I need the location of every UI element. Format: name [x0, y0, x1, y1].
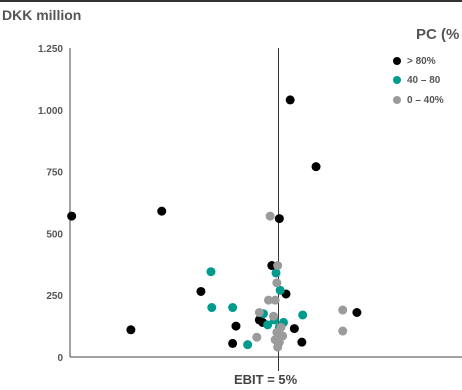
- data-point-series-0: [352, 308, 362, 318]
- data-point-series-1: [206, 267, 216, 277]
- data-point-series-2: [338, 305, 348, 315]
- data-point-series-0: [285, 95, 295, 105]
- data-point-series-0: [157, 206, 167, 216]
- data-point-series-1: [243, 340, 253, 350]
- data-point-series-2: [265, 211, 275, 221]
- y-axis-unit-label: DKK million: [2, 7, 82, 23]
- legend-marker-mid: [393, 76, 401, 84]
- data-point-series-0: [274, 214, 284, 224]
- legend-title: PC (%: [416, 26, 460, 43]
- data-point-series-0: [196, 286, 206, 296]
- data-point-series-2: [278, 331, 288, 341]
- legend-marker-high: [393, 57, 401, 65]
- data-point-series-0: [311, 162, 321, 172]
- data-point-series-0: [289, 324, 299, 334]
- y-tick-label: 750: [46, 168, 63, 179]
- data-point-series-2: [264, 295, 274, 305]
- data-point-series-0: [67, 211, 77, 221]
- legend-item-low: 0 – 40%: [393, 95, 444, 106]
- chart-top-rule: [0, 0, 462, 2]
- legend-item-high: > 80%: [393, 56, 436, 67]
- data-point-series-1: [263, 320, 273, 330]
- y-tick-label: 500: [46, 229, 63, 240]
- legend-label-mid: 40 – 80: [407, 75, 441, 86]
- data-point-series-0: [231, 321, 241, 331]
- reference-line-label: EBIT = 5%: [234, 372, 298, 387]
- data-point-series-2: [338, 326, 348, 336]
- data-point-series-2: [273, 342, 283, 352]
- data-point-series-1: [275, 285, 285, 295]
- data-point-series-1: [207, 303, 217, 313]
- data-point-series-2: [252, 332, 262, 342]
- legend-label-low: 0 – 40%: [407, 95, 444, 106]
- data-point-series-2: [269, 311, 279, 321]
- data-point-series-1: [298, 310, 308, 320]
- data-point-series-1: [271, 268, 281, 278]
- legend-label-high: > 80%: [407, 56, 436, 67]
- legend-item-mid: 40 – 80: [393, 75, 440, 86]
- legend-marker-low: [393, 96, 401, 104]
- data-point-series-2: [254, 308, 264, 318]
- data-point-series-0: [297, 337, 307, 347]
- y-tick-label: 1.000: [38, 106, 63, 117]
- plot-axes: [69, 48, 462, 371]
- y-tick-label: 250: [46, 291, 63, 302]
- data-point-series-2: [273, 261, 283, 271]
- scatter-points: [67, 95, 362, 352]
- data-point-series-2: [272, 278, 282, 288]
- data-point-series-0: [228, 338, 238, 348]
- data-point-series-1: [228, 303, 238, 313]
- data-point-series-0: [126, 325, 136, 335]
- data-point-series-2: [270, 295, 280, 305]
- y-tick-label: 1.250: [38, 44, 63, 55]
- y-tick-labels: 0 250 500 750 1.000 1.250: [38, 44, 63, 364]
- y-tick-label: 0: [57, 353, 63, 364]
